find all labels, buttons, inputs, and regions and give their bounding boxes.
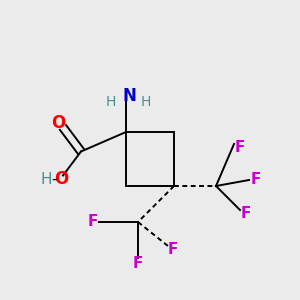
Text: F: F: [88, 214, 98, 230]
Text: H: H: [41, 172, 52, 187]
Text: F: F: [250, 172, 261, 188]
Text: N: N: [122, 87, 136, 105]
Text: O: O: [54, 170, 69, 188]
Text: -: -: [51, 172, 57, 187]
Text: F: F: [241, 206, 251, 220]
Text: F: F: [133, 256, 143, 272]
Text: F: F: [235, 140, 245, 154]
Text: O: O: [51, 114, 66, 132]
Text: F: F: [167, 242, 178, 256]
Text: H: H: [106, 95, 116, 109]
Text: H: H: [140, 95, 151, 109]
